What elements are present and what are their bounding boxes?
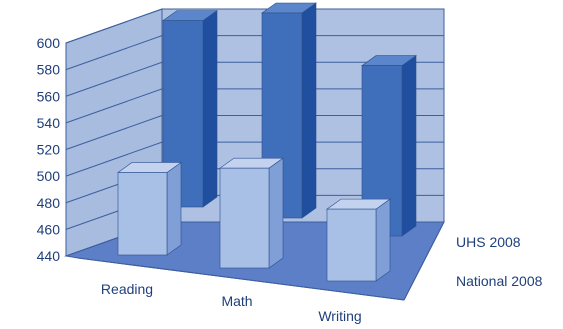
bar-side <box>166 161 182 256</box>
series-labels: National 2008 UHS 2008 <box>403 221 543 301</box>
x-axis-labels: Reading Math Writing <box>77 257 405 324</box>
bar-side <box>268 157 284 269</box>
bar <box>219 167 270 269</box>
y-tick-label: 580 <box>37 62 61 78</box>
series-label: National 2008 <box>456 273 543 289</box>
x-tick-label: Math <box>221 293 252 309</box>
gridline <box>65 141 444 177</box>
gridline <box>65 8 444 44</box>
y-tick-label: 500 <box>37 168 61 184</box>
gridline <box>65 61 444 97</box>
gridline <box>65 115 444 150</box>
y-tick-label: 480 <box>37 195 61 211</box>
y-tick-label: 460 <box>37 221 61 237</box>
bar <box>326 208 377 282</box>
bar-side <box>375 198 391 282</box>
bar-side <box>401 55 417 237</box>
y-tick-label: 520 <box>37 142 61 158</box>
y-axis: 440 460 480 500 520 540 560 580 600 <box>37 35 61 264</box>
bar-side <box>301 2 317 219</box>
series-label: UHS 2008 <box>456 234 521 250</box>
bar <box>117 172 168 256</box>
y-tick-label: 600 <box>37 35 61 51</box>
gridline <box>65 35 444 71</box>
depth-axis-line <box>403 221 445 301</box>
x-tick-label: Writing <box>318 308 361 324</box>
y-tick-label: 560 <box>37 88 61 104</box>
y-tick-label: 440 <box>37 248 61 264</box>
gridline <box>65 88 444 124</box>
y-tick-label: 540 <box>37 115 61 131</box>
bars <box>117 2 417 282</box>
x-tick-label: Reading <box>101 281 153 297</box>
bar-side <box>202 10 218 208</box>
x-axis-line <box>77 257 405 301</box>
